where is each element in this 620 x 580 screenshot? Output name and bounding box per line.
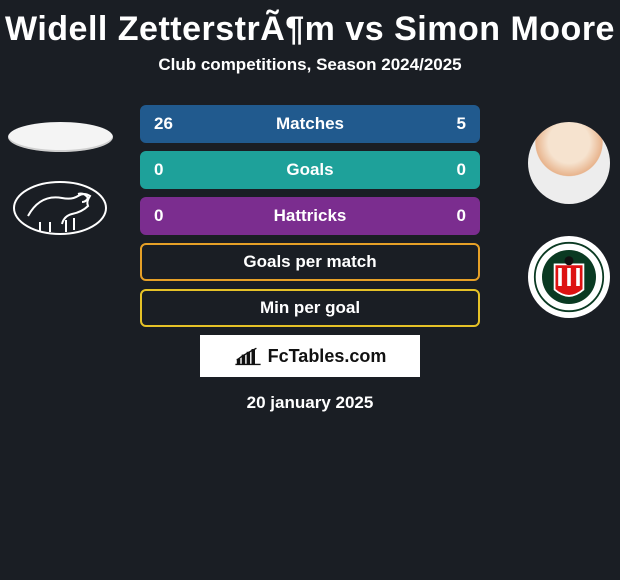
stat-right-value: 0 bbox=[457, 206, 466, 226]
page-title: Widell ZetterstrÃ¶m vs Simon Moore bbox=[0, 0, 620, 55]
stat-row: Goals per match bbox=[140, 243, 480, 281]
stat-right-value: 0 bbox=[457, 160, 466, 180]
bar-chart-icon bbox=[234, 346, 262, 366]
brand-name: FcTables bbox=[268, 346, 345, 366]
footer-date: 20 january 2025 bbox=[0, 393, 620, 413]
player-left-avatar bbox=[8, 122, 113, 152]
stat-left-value: 26 bbox=[154, 114, 173, 134]
stats-table: 26 Matches 5 0 Goals 0 0 Hattricks 0 Goa… bbox=[140, 105, 480, 327]
player-right-avatar bbox=[528, 122, 610, 204]
brand-suffix: .com bbox=[344, 346, 386, 366]
club-right-badge bbox=[528, 236, 610, 318]
stat-label: Min per goal bbox=[260, 298, 360, 318]
stat-left-value: 0 bbox=[154, 206, 163, 226]
stat-row: Min per goal bbox=[140, 289, 480, 327]
stat-row: 0 Hattricks 0 bbox=[140, 197, 480, 235]
stat-label: Goals per match bbox=[243, 252, 376, 272]
stat-right-value: 5 bbox=[457, 114, 466, 134]
stat-label: Matches bbox=[142, 114, 478, 134]
page-subtitle: Club competitions, Season 2024/2025 bbox=[0, 55, 620, 75]
stat-label: Hattricks bbox=[142, 206, 478, 226]
stat-left-value: 0 bbox=[154, 160, 163, 180]
stat-row: 26 Matches 5 bbox=[140, 105, 480, 143]
stat-label: Goals bbox=[142, 160, 478, 180]
brand-badge: FcTables.com bbox=[200, 335, 420, 377]
club-left-badge bbox=[10, 178, 110, 238]
stat-row: 0 Goals 0 bbox=[140, 151, 480, 189]
